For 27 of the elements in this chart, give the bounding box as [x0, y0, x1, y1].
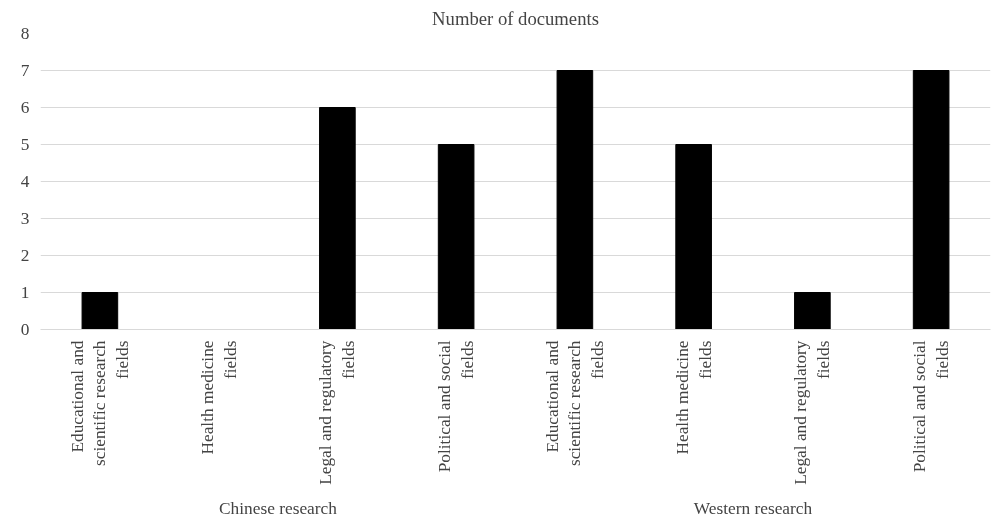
bar [81, 292, 119, 330]
y-tick-label: 3 [20, 209, 30, 228]
bar [912, 70, 950, 330]
y-tick-label: 0 [20, 320, 30, 339]
x-tick-label: Health medicine fields [197, 340, 240, 455]
y-tick-label: 8 [20, 24, 30, 43]
y-tick-label: 2 [20, 246, 30, 265]
x-tick-label: Legal and regulatory fields [316, 340, 359, 485]
y-tick-label: 6 [20, 98, 30, 117]
bar [675, 144, 712, 330]
chart-title: Number of documents [432, 7, 599, 29]
bar [437, 144, 475, 330]
bar [319, 107, 356, 330]
x-tick-label: Political and social fields [435, 340, 478, 473]
x-tick-label: Legal and regulatory fields [791, 340, 834, 485]
x-tick-label: Educational and scientific research fields [67, 340, 133, 467]
y-tick-label: 5 [20, 135, 30, 154]
y-tick-label: 1 [20, 283, 30, 302]
x-tick-label: Political and social fields [910, 340, 953, 473]
x-tick-label: Educational and scientific research fields [542, 340, 608, 467]
y-tick-label: 7 [20, 61, 30, 80]
x-tick-label: Health medicine fields [672, 340, 715, 455]
text: Chinese research [219, 498, 338, 518]
text: Western research [693, 498, 813, 518]
bar [556, 70, 594, 330]
bar [794, 292, 831, 330]
y-tick-label: 4 [20, 172, 30, 191]
